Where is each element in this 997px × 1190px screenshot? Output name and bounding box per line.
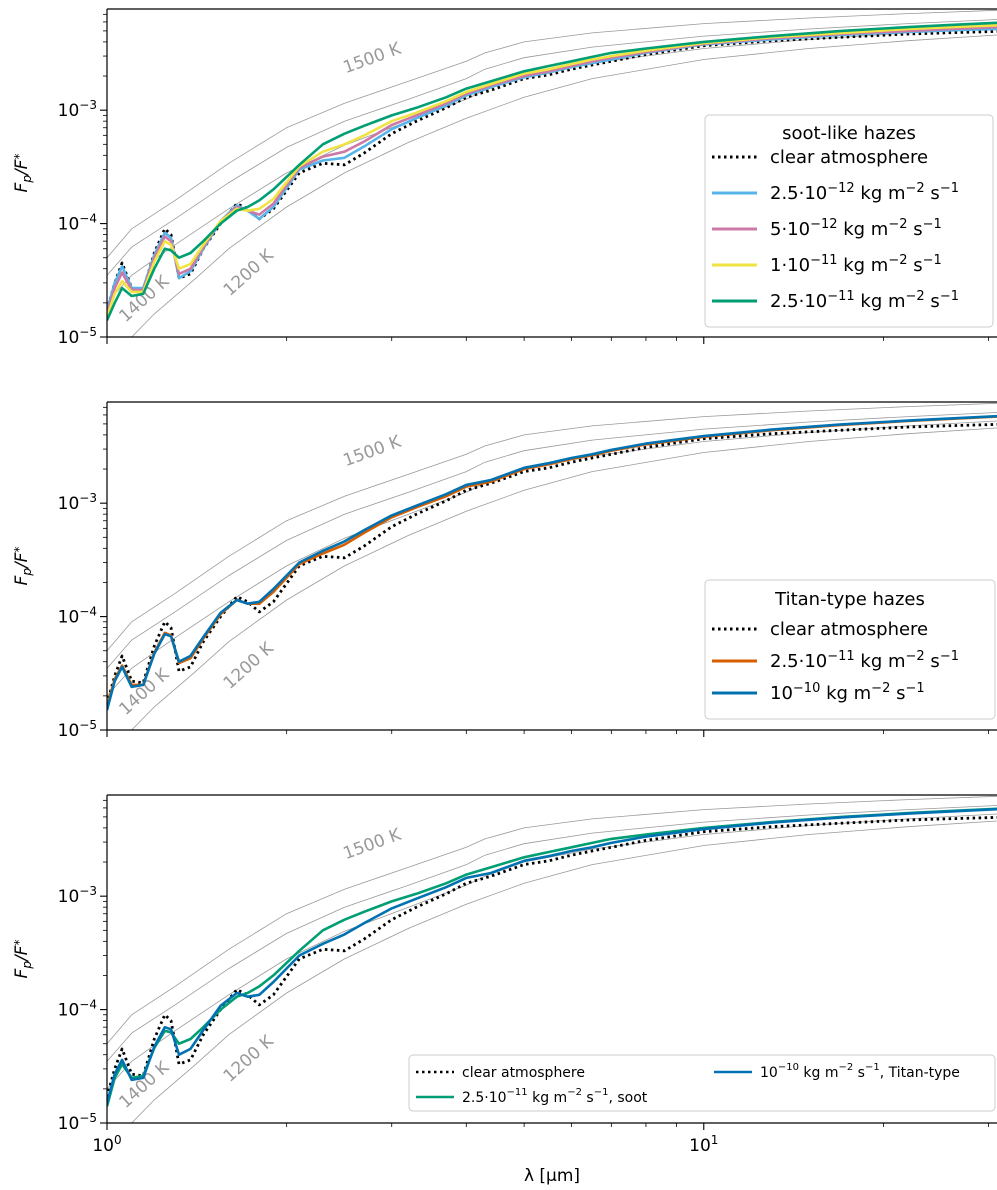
temperature-annotation: 1500 K	[341, 38, 405, 78]
temperature-annotation: 1200 K	[220, 638, 278, 693]
y-tick-label: 10−4	[58, 605, 97, 628]
legend: soot-like hazes clear atmosphere 2.5·10−12…	[704, 114, 994, 328]
reference-curves	[107, 402, 997, 730]
temperature-annotation: 1200 K	[220, 245, 278, 300]
legend-label: clear atmosphere	[770, 619, 928, 640]
reference-curve-3	[107, 813, 997, 1090]
series-line-clear	[107, 423, 997, 705]
series-line-clear	[107, 816, 997, 1098]
x-axis-label: λ [μm]	[524, 1166, 580, 1186]
temperature-annotation: 1500 K	[341, 431, 405, 471]
legend-label: 10−10 kg m−2 s−1, Titan-type	[760, 1062, 960, 1081]
legend-label: 5·10−12 kg m−2 s−1	[770, 217, 942, 240]
series-line-soot_5e-12	[107, 25, 997, 315]
y-tick-label: 10−4	[58, 212, 97, 235]
series-group	[107, 21, 997, 321]
y-axis-label: Fp/F*	[12, 940, 34, 979]
legend-frame	[704, 579, 996, 720]
reference-curve-3	[107, 27, 997, 304]
reference-curve-1	[107, 402, 997, 651]
series-group	[107, 414, 997, 711]
reference-curve-4	[131, 427, 997, 730]
legend-label: clear atmosphere	[770, 147, 928, 168]
temperature-annotation: 1400 K	[115, 271, 173, 326]
y-tick-label: 10−3	[58, 884, 97, 907]
legend-frame	[704, 114, 994, 328]
legend-title: Titan-type hazes	[774, 589, 925, 610]
series-line-titan_1e-10	[107, 414, 997, 711]
legend-label: 2.5·10−11 kg m−2 s−1	[770, 289, 959, 312]
y-axis-label: Fp/F*	[12, 547, 34, 586]
legend-label: 2.5·10−12 kg m−2 s−1	[770, 181, 959, 204]
reference-curve-1	[107, 795, 997, 1044]
series-line-titan_1e-10	[107, 807, 997, 1104]
reference-curve-3	[107, 420, 997, 697]
temperature-annotation: 1200 K	[220, 1031, 278, 1086]
reference-curve-1	[107, 9, 997, 258]
panel-top: 1500 K 1400 K 1200 K 10−5 10−4 10−3 Fp/F* soot-…	[12, 8, 997, 348]
series-line-soot_2.5e-11	[107, 807, 997, 1107]
x-tick-label: 100	[92, 1133, 121, 1156]
reference-curve-2	[107, 412, 997, 669]
legend-label: 2.5·10−11 kg m−2 s−1, soot	[462, 1087, 648, 1106]
reference-curves	[107, 9, 997, 337]
y-tick-label: 10−5	[58, 718, 97, 741]
legend-frame	[408, 1054, 996, 1112]
legend-label: clear atmosphere	[462, 1065, 585, 1081]
legend-title: soot-like hazes	[782, 123, 916, 144]
y-tick-label: 10−4	[58, 998, 97, 1021]
series-line-soot_1e-11	[107, 24, 997, 318]
y-tick-label: 10−5	[58, 1111, 97, 1134]
legend: clear atmosphere 2.5·10−11 kg m−2 s−1, so…	[408, 1054, 996, 1112]
temperature-annotation: 1500 K	[341, 824, 405, 864]
y-tick-label: 10−3	[58, 491, 97, 514]
y-tick-label: 10−5	[58, 325, 97, 348]
y-axis-label: Fp/F*	[12, 154, 34, 193]
reference-curves	[107, 795, 997, 1123]
reference-curve-2	[107, 19, 997, 276]
series-group	[107, 807, 997, 1107]
legend-label: 10−10 kg m−2 s−1	[770, 681, 925, 704]
y-tick-label: 10−3	[58, 98, 97, 121]
legend-label: 1·10−11 kg m−2 s−1	[770, 253, 942, 276]
series-line-clear	[107, 30, 997, 312]
series-line-soot_2.5e-11	[107, 21, 997, 321]
reference-curve-4	[131, 34, 997, 337]
reference-curve-4	[131, 820, 997, 1123]
legend-label: 2.5·10−11 kg m−2 s−1	[770, 649, 959, 672]
legend: Titan-type hazes clear atmosphere 2.5·10−1…	[704, 579, 996, 720]
x-tick-label: 101	[689, 1133, 718, 1156]
reference-curve-2	[107, 805, 997, 1062]
